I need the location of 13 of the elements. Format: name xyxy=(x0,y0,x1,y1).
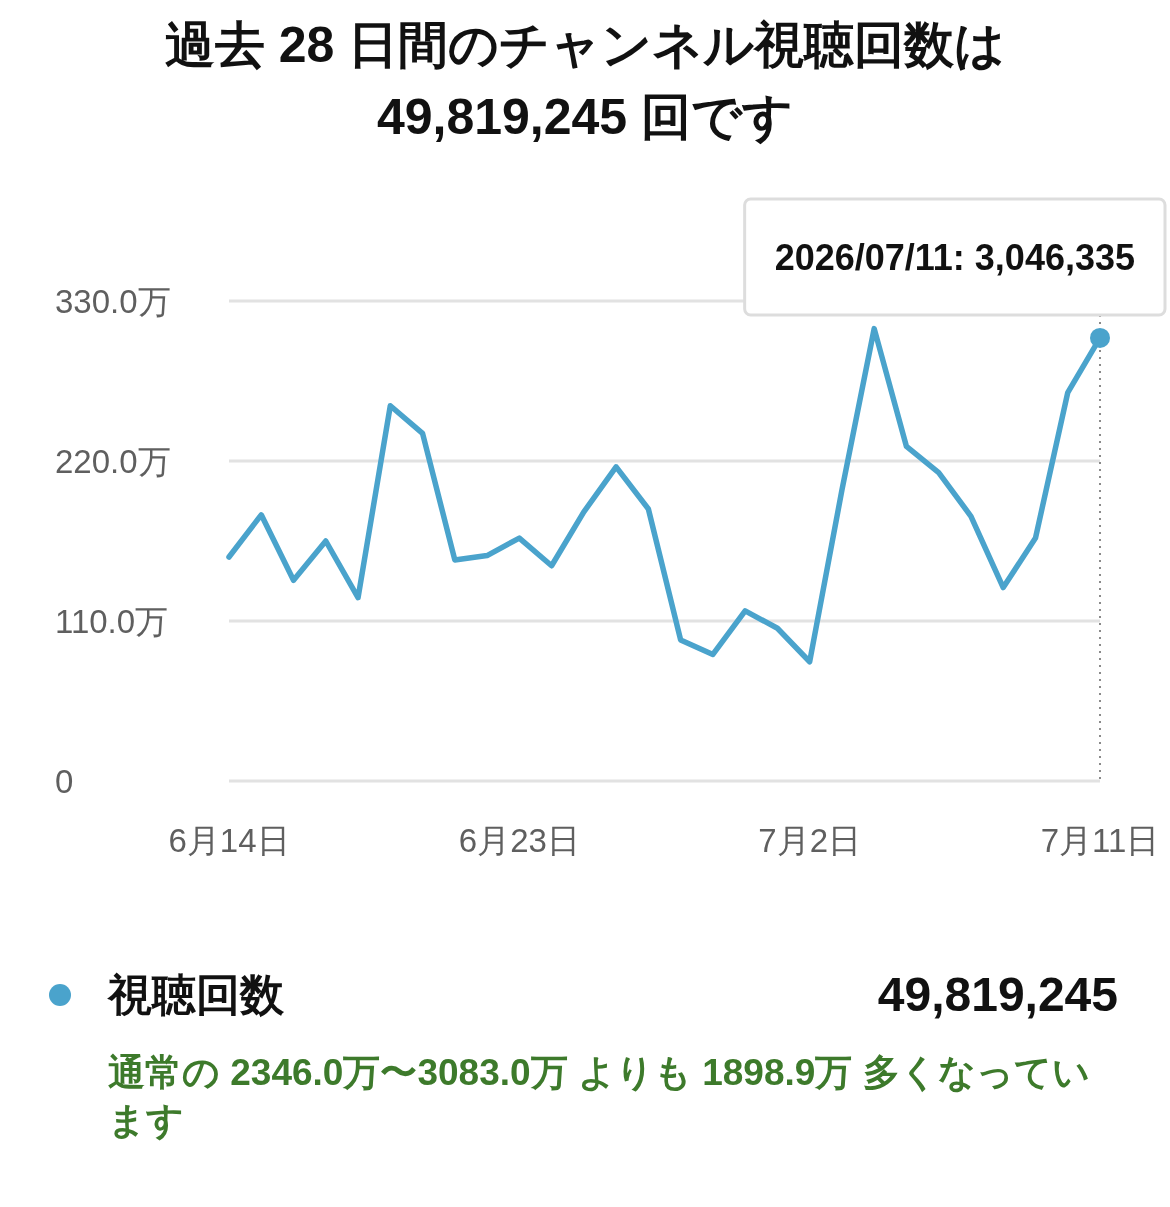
legend-label: 視聴回数 xyxy=(107,970,285,1019)
y-tick-label: 220.0万 xyxy=(55,442,171,480)
x-tick-label: 7月2日 xyxy=(758,822,862,859)
text: 49,819,245 xyxy=(877,968,1118,1021)
chart-title: 過去 28 日間のチャンネル視聴回数は 49,819,245 回です xyxy=(164,17,1006,145)
y-tick-label: 0 xyxy=(55,762,74,800)
y-tick-label: 110.0万 xyxy=(55,602,169,640)
x-tick-label: 7月11日 xyxy=(1040,822,1160,859)
x-tick-label: 6月14日 xyxy=(168,822,290,859)
y-tick-label: 330.0万 xyxy=(55,282,171,320)
x-tick-label: 6月23日 xyxy=(458,822,580,859)
annotation: 2026/07/11: 3,046,335 xyxy=(774,237,1135,278)
text: 通常の 2346.0万〜3083.0万 よりも 1898.9万 多くなっています xyxy=(108,1052,1090,1141)
